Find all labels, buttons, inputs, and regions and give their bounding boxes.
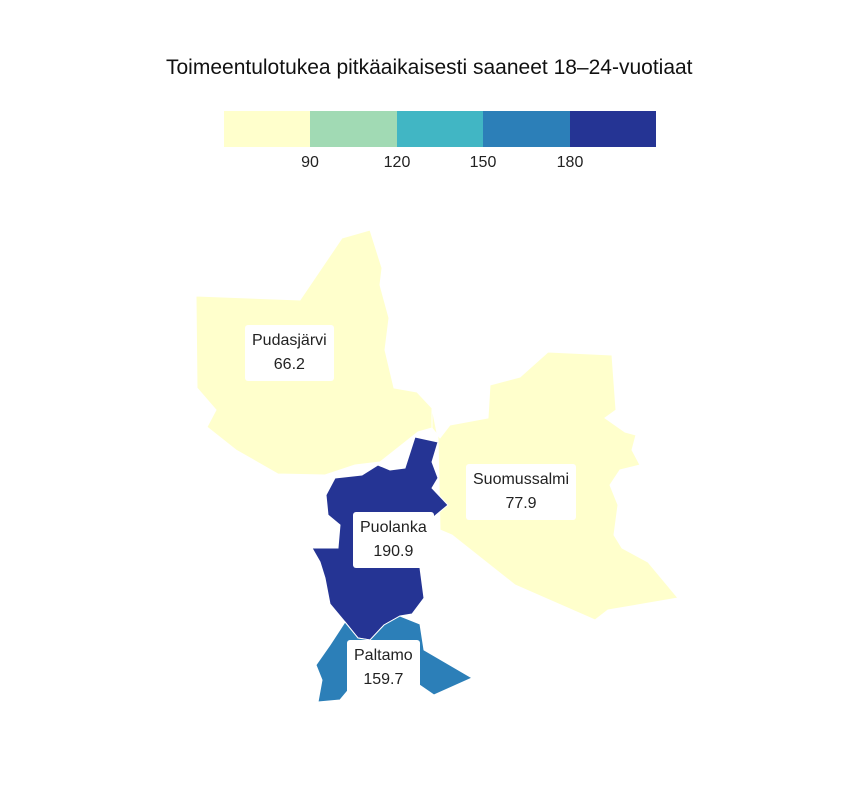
- region-value: 66.2: [273, 356, 305, 373]
- region-value: 77.9: [505, 495, 537, 512]
- legend-tick-90: 90: [301, 154, 319, 171]
- legend-tick-150: 150: [469, 154, 497, 171]
- legend-bin-5: [569, 111, 656, 147]
- label-pudasjarvi: Pudasjärvi 66.2: [245, 325, 334, 381]
- region-name: Puolanka: [360, 519, 427, 536]
- legend-tick-180: 180: [556, 154, 584, 171]
- label-suomussalmi: Suomussalmi 77.9: [466, 464, 577, 520]
- legend-bin-3: [396, 111, 484, 147]
- legend-tick-120: 120: [383, 154, 411, 171]
- color-legend: [224, 111, 656, 147]
- region-name: Paltamo: [354, 647, 413, 664]
- label-paltamo: Paltamo 159.7: [347, 640, 420, 696]
- legend-bin-4: [483, 111, 570, 147]
- map-title: Toimeentulotukea pitkäaikaisesti saaneet…: [166, 56, 693, 79]
- label-puolanka: Puolanka 190.9: [353, 512, 434, 568]
- region-name: Suomussalmi: [473, 471, 570, 488]
- region-value: 190.9: [373, 543, 414, 560]
- region-name: Pudasjärvi: [252, 332, 327, 349]
- region-value: 159.7: [363, 671, 404, 688]
- legend-bin-1: [224, 111, 311, 147]
- legend-bin-2: [310, 111, 397, 147]
